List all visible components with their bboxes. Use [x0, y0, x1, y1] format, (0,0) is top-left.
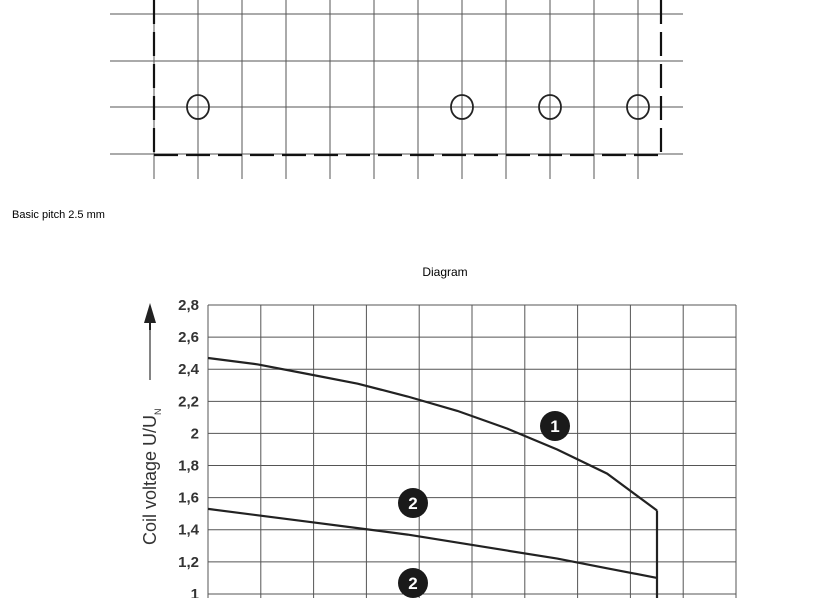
series-marker-label: 2 — [408, 574, 417, 593]
chart-ytick-labels: 2,8 2,6 2,4 2,2 2 1,8 1,6 1,4 1,2 1 — [178, 297, 200, 598]
chart-grid — [207, 304, 737, 598]
y-axis-label: Coil voltage U/UN — [140, 408, 163, 545]
chart-series — [207, 356, 659, 598]
chart-series-line — [207, 507, 658, 579]
chart-ytick-label: 2,2 — [178, 393, 199, 410]
y-axis-arrow — [144, 303, 156, 330]
chart-ytick-label: 1,4 — [178, 522, 200, 539]
drill-holes — [186, 94, 650, 120]
diagram-title: Diagram — [422, 265, 468, 279]
chart-series-line — [207, 356, 658, 512]
coil-voltage-chart: 2,8 2,6 2,4 2,2 2 1,8 1,6 1,4 1,2 1 Coil voltage … — [140, 297, 737, 598]
series-marker-badge — [398, 568, 428, 598]
pcb-grid-vertical — [153, 0, 639, 179]
pcb-layout — [110, 0, 683, 179]
drill-hole — [538, 94, 562, 120]
series-marker-badge — [540, 411, 570, 441]
chart-ytick-label: 1 — [191, 586, 199, 598]
chart-ytick-label: 2,6 — [178, 329, 199, 346]
chart-markers: 1 2 2 — [398, 411, 570, 598]
chart-ytick-label: 2,8 — [178, 297, 199, 314]
drill-hole — [450, 94, 474, 120]
series-marker-label: 2 — [408, 494, 417, 513]
series-marker-badge — [398, 488, 428, 518]
chart-ytick-label: 1,2 — [178, 554, 199, 571]
pitch-caption: Basic pitch 2.5 mm — [12, 209, 105, 221]
series-marker-label: 1 — [550, 417, 559, 436]
drill-hole — [186, 94, 210, 120]
chart-ytick-label: 2 — [191, 425, 199, 442]
pcb-grid-horizontal — [110, 13, 683, 155]
chart-ytick-label: 2,4 — [178, 361, 200, 378]
drill-hole — [626, 94, 650, 120]
relay-outline-dashed — [152, 0, 663, 157]
chart-ytick-label: 1,8 — [178, 458, 199, 475]
chart-ytick-label: 1,6 — [178, 490, 199, 507]
